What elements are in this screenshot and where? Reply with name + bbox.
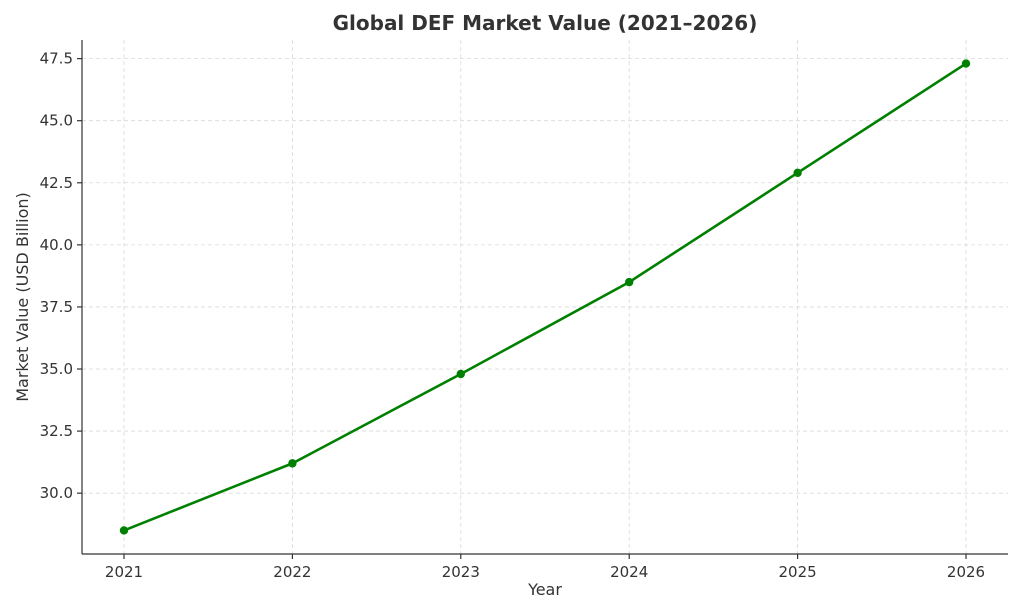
data-point (961, 59, 971, 68)
y-tick-label: 45.0 (40, 112, 73, 130)
ticks: 2021 2022 2023 2024 2025 2026 30.0 32.5 35.0 37.5… (40, 50, 986, 581)
data-point (625, 277, 634, 287)
x-axis-label: Year (527, 580, 562, 599)
series-line (119, 59, 971, 535)
y-tick-label: 30.0 (40, 484, 73, 502)
y-tick-label: 37.5 (40, 298, 73, 316)
grid-lines (82, 40, 1008, 554)
data-point (119, 526, 129, 535)
x-tick-label: 2022 (273, 563, 311, 581)
x-tick-label: 2023 (442, 563, 480, 581)
x-tick-label: 2026 (947, 563, 985, 581)
data-point (793, 168, 802, 178)
y-tick-label: 40.0 (40, 236, 73, 254)
y-tick-label: 42.5 (40, 174, 73, 192)
y-tick-label: 32.5 (40, 422, 73, 440)
axes (81, 40, 1008, 555)
data-point (288, 459, 297, 468)
y-tick-label: 35.0 (40, 360, 73, 378)
x-tick-label: 2024 (610, 563, 648, 581)
x-tick-label: 2021 (105, 563, 143, 581)
x-tick-label: 2025 (779, 563, 817, 581)
data-point (456, 369, 465, 379)
chart-title: Global DEF Market Value (2021–2026) (333, 11, 758, 35)
y-axis-label: Market Value (USD Billion) (13, 192, 32, 402)
series-path (122, 62, 968, 532)
y-tick-label: 47.5 (40, 50, 73, 68)
